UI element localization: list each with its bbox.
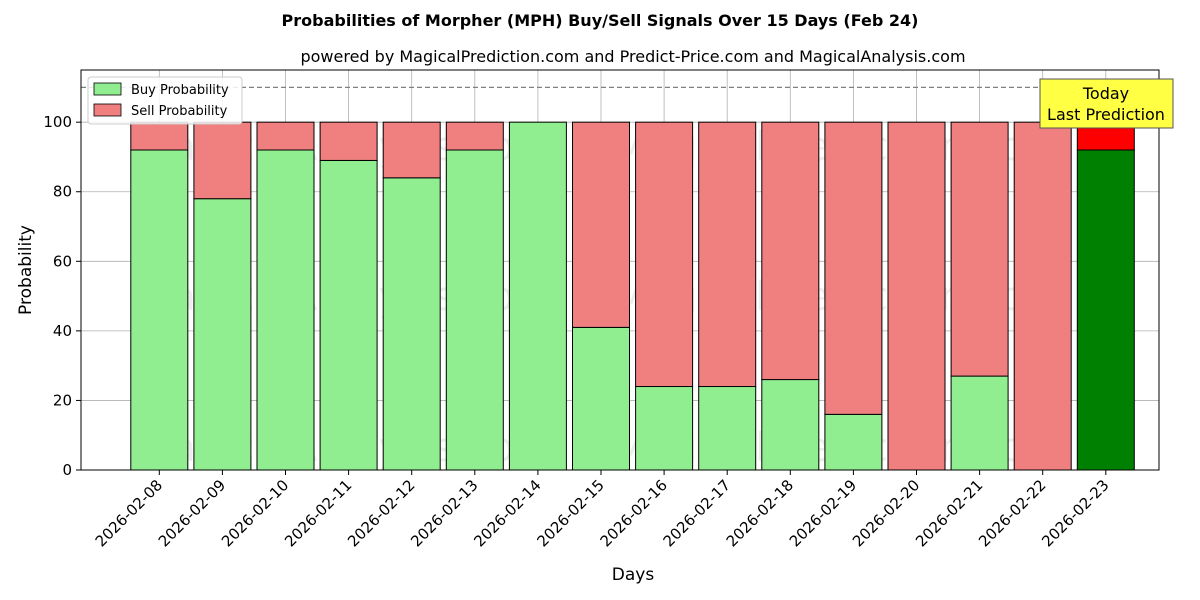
x-tick-label: 2026-02-08 — [92, 476, 166, 550]
x-axis-label: Days — [612, 565, 655, 585]
x-tick-label: 2026-02-11 — [281, 476, 355, 550]
bar-sell-2026-02-15 — [572, 121, 630, 328]
legend-frame — [87, 76, 243, 125]
legend-swatch-buy — [93, 82, 122, 96]
annotation-box — [1039, 78, 1174, 129]
x-tick-label: 2026-02-13 — [407, 476, 481, 550]
bar-buy-2026-02-16 — [635, 386, 694, 471]
bar-sell-2026-02-17 — [698, 121, 757, 388]
x-tick-label: 2026-02-23 — [1038, 476, 1112, 550]
annotation-line1: Today — [1082, 84, 1129, 103]
x-tick-label: 2026-02-19 — [786, 476, 860, 550]
y-tick-label: 100 — [43, 113, 72, 131]
bar-sell-2026-02-12 — [382, 121, 441, 179]
bar-sell-2026-02-08 — [130, 121, 189, 151]
bar-buy-2026-02-19 — [824, 413, 883, 471]
x-tick-label: 2026-02-12 — [344, 476, 418, 550]
today-annotation: Today Last Prediction — [1039, 78, 1174, 129]
bar-buy-2026-02-17 — [698, 386, 757, 471]
bar-sell-2026-02-19 — [824, 121, 883, 415]
legend: Buy Probability Sell Probability — [87, 76, 243, 125]
y-tick-label: 0 — [62, 461, 72, 479]
legend-label-buy: Buy Probability — [131, 83, 229, 98]
legend-label-sell: Sell Probability — [131, 104, 228, 119]
y-tick-label: 80 — [53, 183, 72, 201]
bar-sell-2026-02-20 — [887, 121, 946, 471]
x-tick-label: 2026-02-21 — [912, 476, 986, 550]
y-axis-ticks: 0 20 40 60 80 100 — [43, 113, 81, 479]
x-tick-label: 2026-02-16 — [597, 476, 671, 550]
x-tick-label: 2026-02-17 — [660, 476, 734, 550]
y-tick-label: 20 — [53, 391, 72, 409]
x-tick-label: 2026-02-09 — [155, 476, 229, 550]
bar-buy-2026-02-14 — [508, 121, 567, 471]
bars — [130, 121, 1135, 471]
x-tick-label: 2026-02-14 — [470, 476, 544, 550]
plot-frame — [80, 69, 1160, 471]
bar-buy-2026-02-15 — [572, 326, 630, 471]
bar-sell-2026-02-22 — [1013, 121, 1072, 471]
x-tick-label: 2026-02-18 — [723, 476, 797, 550]
bar-buy-2026-02-11 — [319, 159, 378, 471]
annotation-line2: Last Prediction — [1047, 105, 1165, 124]
bar-sell-2026-02-18 — [761, 121, 820, 381]
legend-swatch-sell — [93, 103, 122, 117]
bar-sell-2026-02-16 — [635, 121, 694, 388]
bar-buy-2026-02-12 — [382, 177, 441, 471]
bar-buy-2026-02-13 — [445, 149, 504, 471]
x-tick-label: 2026-02-10 — [218, 476, 292, 550]
bar-buy-2026-02-23 — [1076, 149, 1135, 471]
bar-buy-2026-02-18 — [761, 379, 820, 471]
chart-title: Probabilities of Morpher (MPH) Buy/Sell … — [282, 11, 919, 30]
bar-sell-2026-02-21 — [950, 121, 1009, 377]
x-tick-label: 2026-02-20 — [849, 476, 923, 550]
bar-buy-2026-02-10 — [256, 149, 315, 471]
bar-sell-2026-02-13 — [445, 121, 504, 151]
x-tick-label: 2026-02-22 — [975, 476, 1049, 550]
bar-buy-2026-02-21 — [950, 375, 1009, 471]
x-axis-ticks: 2026-02-082026-02-092026-02-102026-02-11… — [92, 470, 1113, 550]
bar-buy-2026-02-08 — [130, 149, 189, 471]
bar-sell-2026-02-09 — [193, 121, 252, 200]
bar-sell-2026-02-11 — [319, 121, 378, 161]
bar-buy-2026-02-09 — [193, 198, 252, 471]
y-tick-label: 60 — [53, 252, 72, 270]
y-axis-label: Probability — [16, 225, 36, 315]
bar-sell-2026-02-10 — [256, 121, 315, 151]
x-tick-label: 2026-02-15 — [533, 476, 607, 550]
y-tick-label: 40 — [53, 322, 72, 340]
chart-subtitle: powered by MagicalPrediction.com and Pre… — [300, 47, 965, 66]
